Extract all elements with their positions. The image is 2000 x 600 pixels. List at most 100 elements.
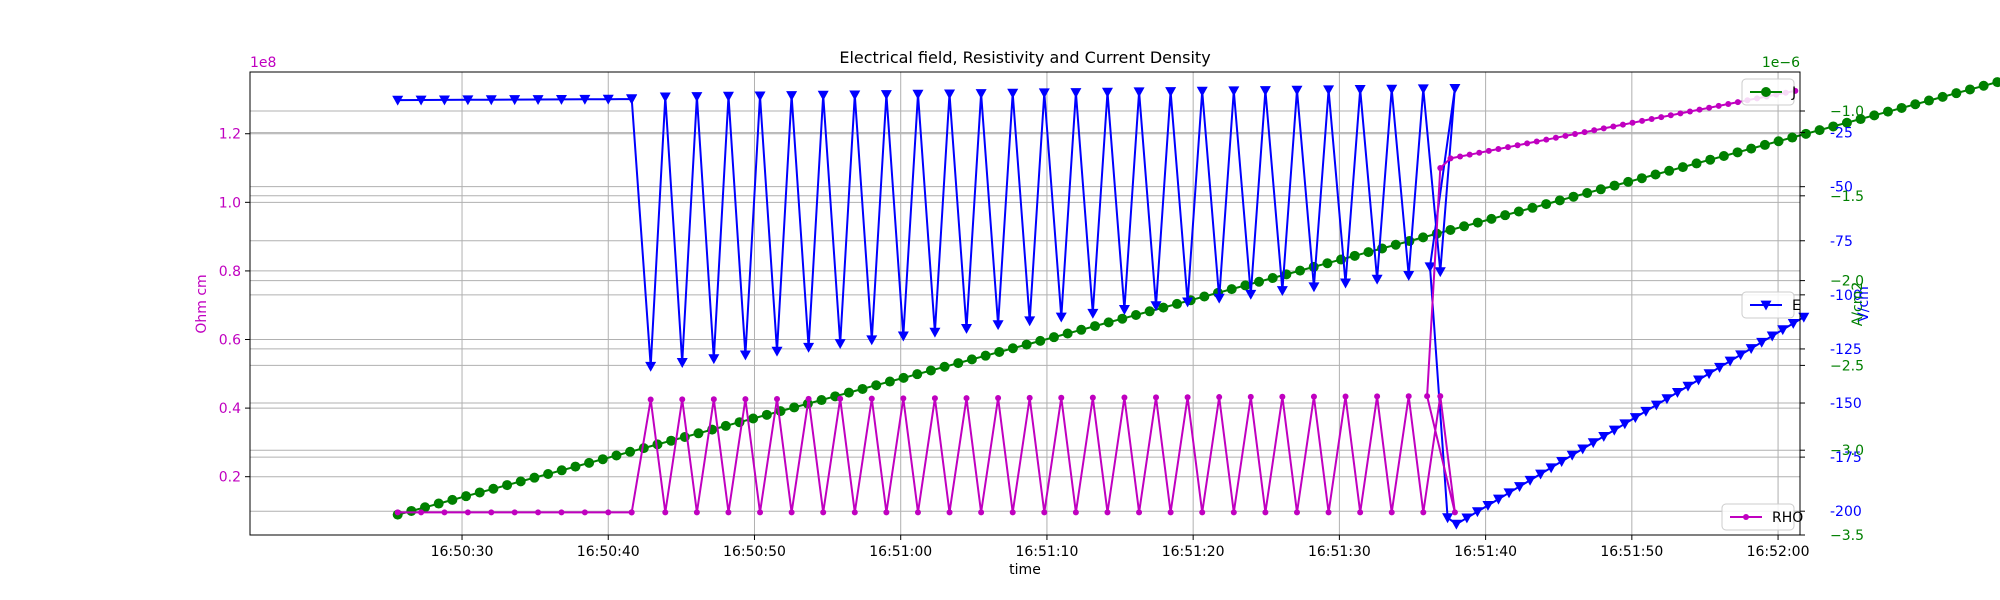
x-tick-label: 16:50:40 [577, 544, 640, 560]
series-rho-point [1420, 509, 1427, 516]
series-e-point [1308, 282, 1320, 293]
series-e-point [1007, 88, 1019, 99]
series-e-point [754, 91, 766, 102]
series-e-point [1038, 88, 1050, 99]
series-j-point [789, 402, 800, 413]
series-j-point [925, 365, 936, 376]
series-rho-point [1216, 394, 1223, 401]
series-rho-point [963, 395, 970, 402]
series-j-point [1240, 280, 1251, 291]
e-tick-label: -100 [1830, 288, 1862, 304]
series-e-point [944, 89, 956, 100]
left-tick-label: 0.4 [219, 401, 241, 417]
series-e-point [1442, 513, 1454, 524]
right-e-axis-label: V/cm [1856, 286, 1872, 322]
series-j-point [1554, 195, 1565, 206]
series-e-point [1449, 84, 1461, 94]
series-e-point [1693, 375, 1705, 386]
series-e-point [1545, 463, 1557, 474]
series-j-point [515, 476, 526, 487]
series-rho-point [1457, 153, 1464, 160]
series-rho-point [1104, 509, 1111, 516]
series-j-point [1363, 247, 1374, 258]
series-rho-point [1667, 112, 1674, 119]
series-e-point [929, 327, 941, 338]
left-axis-offset: 1e8 [250, 55, 276, 71]
series-e-point [722, 91, 734, 102]
left-tick-label: 0.8 [219, 264, 241, 280]
series-e-point [1259, 86, 1271, 96]
series-rho-point [1677, 110, 1684, 117]
series-j-point [1814, 125, 1825, 136]
e-tick-label: -25 [1830, 126, 1853, 142]
series-rho-point [1451, 509, 1458, 516]
series-j-point [1582, 187, 1593, 198]
series-rho-point [1639, 117, 1646, 124]
series-rho-point [1485, 147, 1492, 154]
series-j-point [775, 406, 786, 417]
series-e-point [1371, 274, 1383, 285]
legend-label: RHO [1772, 510, 1803, 526]
series-j-point [1472, 217, 1483, 228]
right-j-axis-offset: 1e−6 [1762, 55, 1800, 71]
series-rho-point [1293, 509, 1300, 516]
series-rho-point [693, 509, 700, 516]
series-rho-point [535, 509, 542, 516]
series-rho-point [1424, 393, 1431, 400]
series-j-point [1746, 143, 1757, 154]
series-j-point [1623, 176, 1634, 187]
series-rho-point [1504, 144, 1511, 151]
series-rho-point [1058, 394, 1065, 401]
series-rho-point [1437, 393, 1444, 400]
series-j-point [625, 446, 636, 457]
series-rho-point [1514, 142, 1521, 149]
series-rho-point [978, 509, 985, 516]
series-e-point [803, 342, 815, 353]
series-j-point [611, 450, 622, 461]
series-j-point [1527, 202, 1538, 213]
series-e-point [1777, 325, 1789, 336]
series-j-point [1035, 335, 1046, 346]
j-tick-label: −1.0 [1830, 104, 1864, 120]
series-rho-point [931, 395, 938, 402]
series-rho-point [1619, 121, 1626, 128]
series-rho-point [725, 509, 732, 516]
series-rho-point [418, 509, 425, 516]
series-e-point [626, 94, 638, 105]
series-e-point [1735, 350, 1747, 361]
x-tick-label: 16:51:30 [1308, 544, 1371, 560]
series-rho-point [1310, 393, 1317, 400]
series-rho-point [1342, 393, 1349, 400]
series-j-point [1910, 99, 1921, 110]
series-j-point [1021, 339, 1032, 350]
series-j-point [1759, 139, 1770, 150]
series-rho-point [1247, 393, 1254, 400]
series-e-point [1354, 85, 1366, 95]
series-j-point [720, 420, 731, 431]
series-e-point [897, 331, 909, 342]
series-rho-point [662, 509, 669, 516]
series-j-point [1609, 180, 1620, 191]
series-j-point [1718, 151, 1729, 162]
series-e-point [555, 94, 567, 105]
left-tick-label: 1.0 [219, 195, 241, 211]
series-rho-point [1715, 102, 1722, 109]
series-rho-point [1153, 394, 1160, 401]
series-j-point [502, 480, 513, 491]
series-e-point [676, 358, 688, 368]
series-rho-point [883, 509, 890, 516]
series-area [392, 77, 2000, 530]
series-e-point [1450, 519, 1462, 530]
series-e-point [1640, 406, 1652, 417]
series-e-point [1196, 86, 1208, 97]
series-e-point [1245, 289, 1257, 300]
series-e-point [1417, 84, 1429, 95]
series-e-point [1629, 413, 1641, 424]
j-tick-label: −3.5 [1830, 528, 1864, 544]
series-rho-point [1041, 509, 1048, 516]
series-e-point [1745, 344, 1757, 355]
series-j-point [1869, 110, 1880, 121]
series-e-point [866, 335, 878, 346]
series-rho-point [788, 509, 795, 516]
axes: 16:50:30 16:50:40 16:50:50 16:51:00 16:51:10… [219, 104, 1864, 560]
